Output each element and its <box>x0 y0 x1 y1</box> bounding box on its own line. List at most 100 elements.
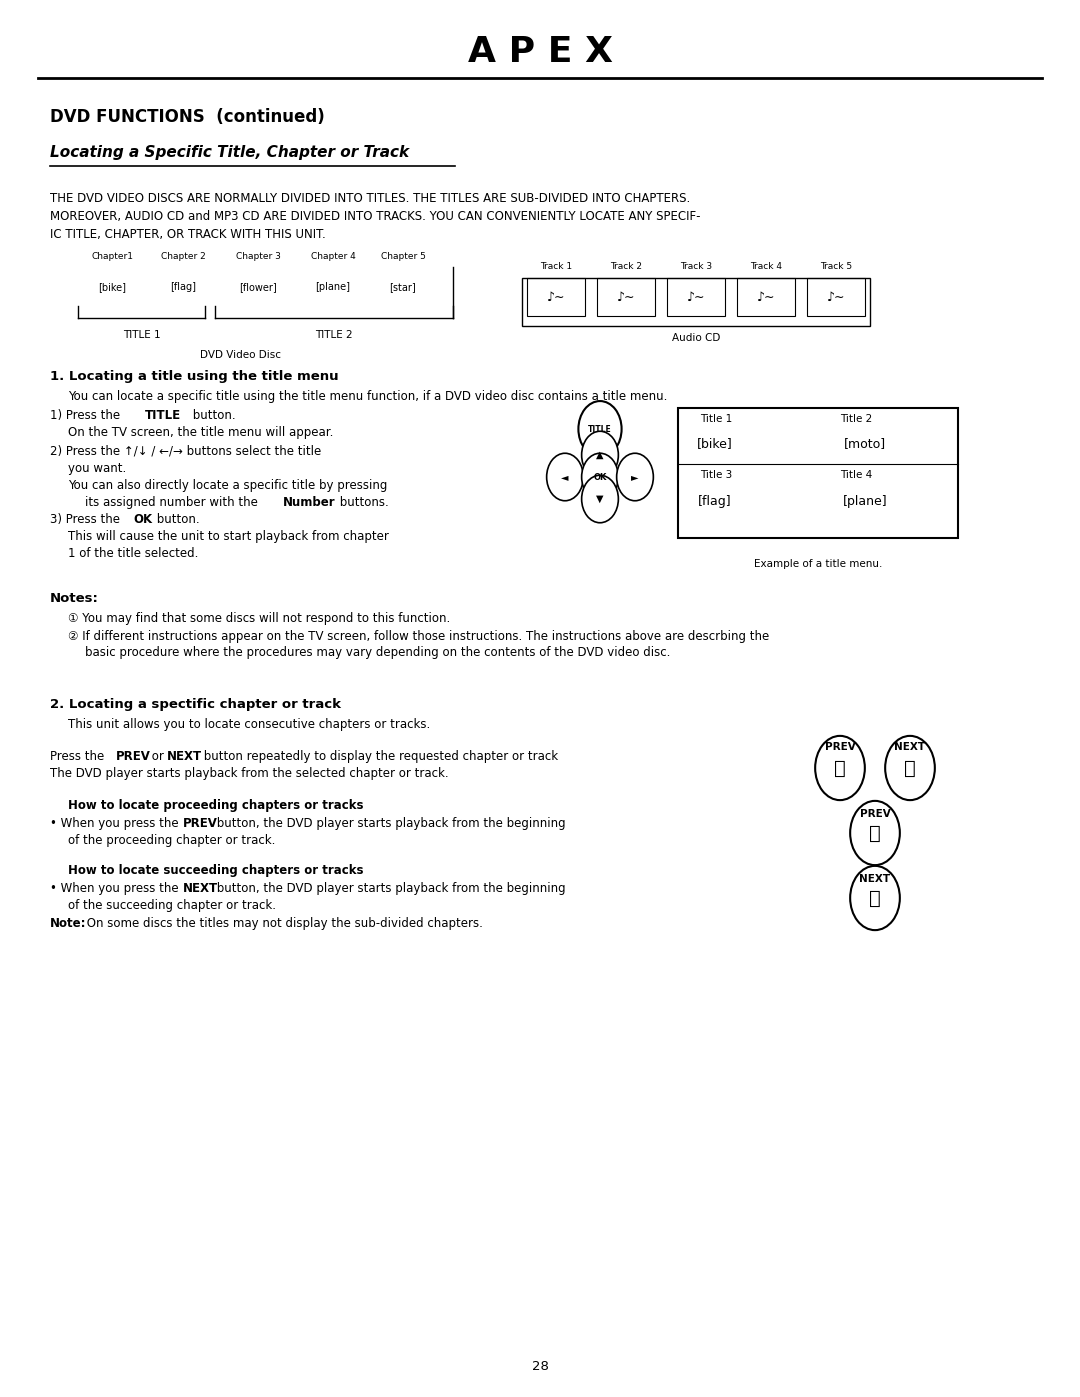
Text: TITLE 1: TITLE 1 <box>123 330 161 339</box>
Text: its assigned number with the: its assigned number with the <box>85 496 261 509</box>
Text: [flag]: [flag] <box>698 495 732 507</box>
Text: or: or <box>148 750 167 763</box>
Text: Track 4: Track 4 <box>750 263 782 271</box>
Text: This will cause the unit to start playback from chapter: This will cause the unit to start playba… <box>68 529 389 543</box>
Text: TITLE: TITLE <box>145 409 181 422</box>
Text: IC TITLE, CHAPTER, OR TRACK WITH THIS UNIT.: IC TITLE, CHAPTER, OR TRACK WITH THIS UN… <box>50 228 326 242</box>
Text: The DVD player starts playback from the selected chapter or track.: The DVD player starts playback from the … <box>50 767 448 780</box>
Text: ♪∼: ♪∼ <box>687 291 705 303</box>
Text: 2. Locating a spectific chapter or track: 2. Locating a spectific chapter or track <box>50 698 341 711</box>
Text: ▲: ▲ <box>596 450 604 460</box>
Text: Title 4: Title 4 <box>840 469 873 481</box>
Circle shape <box>582 475 619 522</box>
Text: You can locate a specific title using the title menu function, if a DVD video di: You can locate a specific title using th… <box>68 390 667 402</box>
Text: 1. Locating a title using the title menu: 1. Locating a title using the title menu <box>50 370 339 383</box>
Bar <box>597 278 654 316</box>
Text: of the proceeding chapter or track.: of the proceeding chapter or track. <box>68 834 275 847</box>
Text: ⏭: ⏭ <box>869 888 881 908</box>
Text: Chapter 4: Chapter 4 <box>311 251 355 261</box>
Text: buttons.: buttons. <box>336 496 389 509</box>
Text: Example of a title menu.: Example of a title menu. <box>754 559 882 569</box>
Text: • When you press the: • When you press the <box>50 817 183 830</box>
Text: DVD FUNCTIONS  (continued): DVD FUNCTIONS (continued) <box>50 108 325 126</box>
Text: Title 2: Title 2 <box>840 414 873 425</box>
Text: PREV: PREV <box>860 809 890 819</box>
Bar <box>527 278 585 316</box>
Text: PREV: PREV <box>116 750 151 763</box>
Text: MOREOVER, AUDIO CD and MP3 CD ARE DIVIDED INTO TRACKS. YOU CAN CONVENIENTLY LOCA: MOREOVER, AUDIO CD and MP3 CD ARE DIVIDE… <box>50 210 701 224</box>
Text: 2) Press the ↑/↓ / ←/→ buttons select the title: 2) Press the ↑/↓ / ←/→ buttons select th… <box>50 446 321 458</box>
Text: ② If different instructions appear on the TV screen, follow those instructions. : ② If different instructions appear on th… <box>68 630 769 643</box>
Text: ♪∼: ♪∼ <box>546 291 565 303</box>
Text: ◄: ◄ <box>562 472 569 482</box>
Text: NEXT: NEXT <box>183 882 218 895</box>
Text: NEXT: NEXT <box>894 742 926 752</box>
Circle shape <box>617 453 653 500</box>
Text: TITLE 2: TITLE 2 <box>315 330 353 339</box>
Text: ►: ► <box>631 472 638 482</box>
Text: [flower]: [flower] <box>239 282 276 292</box>
Circle shape <box>850 800 900 865</box>
Text: Title 1: Title 1 <box>700 414 732 425</box>
Circle shape <box>886 736 935 800</box>
Bar <box>737 278 795 316</box>
Text: button repeatedly to display the requested chapter or track: button repeatedly to display the request… <box>200 750 558 763</box>
Text: [star]: [star] <box>390 282 417 292</box>
Bar <box>807 278 865 316</box>
Text: Track 5: Track 5 <box>820 263 852 271</box>
Text: THE DVD VIDEO DISCS ARE NORMALLY DIVIDED INTO TITLES. THE TITLES ARE SUB-DIVIDED: THE DVD VIDEO DISCS ARE NORMALLY DIVIDED… <box>50 191 690 205</box>
Text: Chapter 5: Chapter 5 <box>380 251 426 261</box>
Text: Title 3: Title 3 <box>700 469 732 481</box>
Circle shape <box>815 736 865 800</box>
Text: DVD Video Disc: DVD Video Disc <box>200 351 281 360</box>
Text: On the TV screen, the title menu will appear.: On the TV screen, the title menu will ap… <box>68 426 334 439</box>
Text: ♪∼: ♪∼ <box>757 291 775 303</box>
Text: On some discs the titles may not display the sub-divided chapters.: On some discs the titles may not display… <box>83 916 483 930</box>
Text: [bike]: [bike] <box>697 437 733 450</box>
Text: [plane]: [plane] <box>315 282 351 292</box>
Text: [flag]: [flag] <box>170 282 195 292</box>
Text: OK: OK <box>133 513 152 527</box>
Text: 1 of the title selected.: 1 of the title selected. <box>68 548 199 560</box>
Text: 1) Press the: 1) Press the <box>50 409 124 422</box>
Text: [moto]: [moto] <box>843 437 886 450</box>
Text: ⏮: ⏮ <box>869 823 881 842</box>
Circle shape <box>579 401 622 457</box>
Text: Note:: Note: <box>50 916 86 930</box>
Text: ① You may find that some discs will not respond to this function.: ① You may find that some discs will not … <box>68 612 450 624</box>
Text: basic procedure where the procedures may vary depending on the contents of the D: basic procedure where the procedures may… <box>85 645 671 659</box>
Text: ▼: ▼ <box>596 495 604 504</box>
Text: of the succeeding chapter or track.: of the succeeding chapter or track. <box>68 900 276 912</box>
Text: 28: 28 <box>531 1361 549 1373</box>
Text: Track 1: Track 1 <box>540 263 572 271</box>
Bar <box>522 278 870 326</box>
Text: button.: button. <box>153 513 200 527</box>
Text: PREV: PREV <box>183 817 218 830</box>
Text: You can also directly locate a specific title by pressing: You can also directly locate a specific … <box>68 479 388 492</box>
Text: you want.: you want. <box>68 462 126 475</box>
Text: button.: button. <box>189 409 235 422</box>
Text: How to locate proceeding chapters or tracks: How to locate proceeding chapters or tra… <box>68 799 364 812</box>
Text: Chapter 3: Chapter 3 <box>235 251 281 261</box>
Text: Chapter 2: Chapter 2 <box>161 251 205 261</box>
Circle shape <box>582 432 619 479</box>
Text: Locating a Specific Title, Chapter or Track: Locating a Specific Title, Chapter or Tr… <box>50 145 409 161</box>
Text: NEXT: NEXT <box>167 750 202 763</box>
Text: OK: OK <box>593 472 607 482</box>
Text: ♪∼: ♪∼ <box>827 291 846 303</box>
Text: • When you press the: • When you press the <box>50 882 183 895</box>
Text: How to locate succeeding chapters or tracks: How to locate succeeding chapters or tra… <box>68 863 364 877</box>
Text: Notes:: Notes: <box>50 592 99 605</box>
Text: ⏮: ⏮ <box>834 759 846 778</box>
Text: Number: Number <box>283 496 336 509</box>
Text: button, the DVD player starts playback from the beginning: button, the DVD player starts playback f… <box>213 817 566 830</box>
Text: button, the DVD player starts playback from the beginning: button, the DVD player starts playback f… <box>213 882 566 895</box>
Text: [plane]: [plane] <box>842 495 888 507</box>
Text: ♪∼: ♪∼ <box>617 291 635 303</box>
Bar <box>667 278 725 316</box>
Text: Press the: Press the <box>50 750 108 763</box>
Text: Track 2: Track 2 <box>610 263 642 271</box>
Text: This unit allows you to locate consecutive chapters or tracks.: This unit allows you to locate consecuti… <box>68 718 430 731</box>
Text: Track 3: Track 3 <box>680 263 712 271</box>
Text: Chapter1: Chapter1 <box>91 251 133 261</box>
